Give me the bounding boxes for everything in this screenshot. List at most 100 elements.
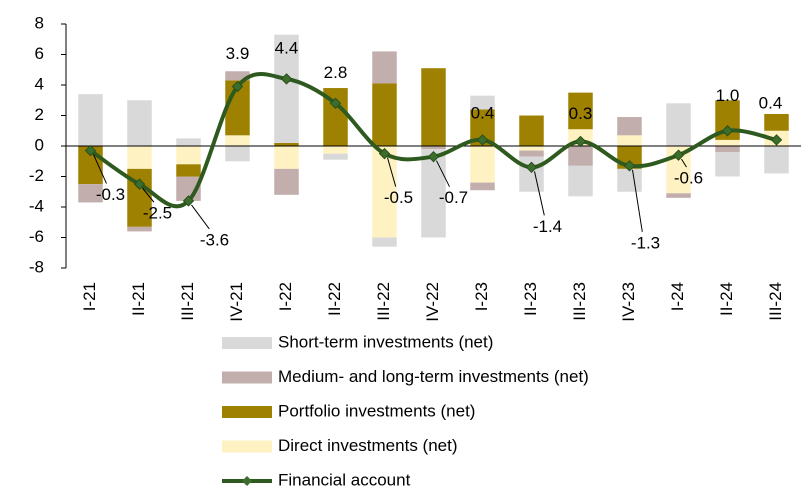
y-tick-label: 2	[35, 105, 44, 124]
legend-swatch	[222, 440, 272, 453]
legend-marker	[242, 476, 252, 486]
x-tick-label: II-23	[521, 282, 540, 316]
bar-segment	[666, 103, 691, 146]
bar-segment	[519, 115, 544, 146]
bar-segment	[470, 146, 495, 183]
data-label: -0.7	[439, 188, 468, 207]
x-tick-label: II-22	[325, 282, 344, 316]
y-tick-label: 6	[35, 44, 44, 63]
x-tick-label: III-21	[178, 282, 197, 321]
data-label: -1.4	[533, 217, 562, 236]
bar-segment	[372, 146, 397, 238]
bar-segment	[274, 146, 299, 169]
bar-segment	[568, 165, 593, 197]
marker	[672, 149, 685, 161]
y-tick-label: -2	[29, 166, 44, 185]
bar-segment	[78, 184, 103, 203]
y-tick-label: 4	[35, 74, 44, 93]
x-tick-label: III-24	[766, 282, 785, 321]
marker	[476, 134, 489, 146]
bar-segment	[225, 135, 250, 146]
bar-segment	[715, 139, 740, 146]
leader-line	[191, 204, 210, 230]
marker	[280, 73, 293, 85]
leader-line	[534, 171, 545, 216]
bar-segment	[666, 193, 691, 198]
leader-line	[387, 157, 397, 187]
bar-segment	[323, 153, 348, 160]
x-tick-label: III-23	[570, 282, 589, 321]
legend-label: Short-term investments (net)	[278, 332, 493, 351]
data-label: -0.6	[674, 169, 703, 188]
x-tick-label: II-24	[717, 282, 736, 316]
marker	[770, 134, 783, 146]
marker	[182, 195, 195, 207]
marker	[84, 144, 97, 157]
bar-segment	[372, 83, 397, 146]
leader-line	[632, 169, 643, 232]
leader-line	[93, 154, 107, 184]
bar-segment	[470, 182, 495, 191]
bar-segment	[372, 51, 397, 84]
leader-line	[681, 158, 687, 168]
bar-segment	[715, 146, 740, 153]
bar-segment	[519, 146, 544, 151]
leader-line	[436, 160, 450, 187]
line	[89, 72, 777, 209]
y-tick-label: -8	[29, 257, 44, 276]
x-tick-label: II-21	[129, 282, 148, 316]
bar-segment	[617, 168, 642, 192]
bar-segment	[421, 146, 446, 150]
x-tick-label: III-22	[374, 282, 393, 321]
bar-segment	[372, 237, 397, 247]
y-tick-label: 8	[35, 13, 44, 32]
legend-swatch	[222, 371, 272, 384]
bar-segment	[225, 146, 250, 162]
legend-label: Medium- and long-term investments (net)	[278, 367, 589, 386]
data-label: -0.3	[96, 185, 125, 204]
marker	[133, 178, 146, 190]
legend-swatch	[222, 337, 272, 349]
bar-segment	[568, 146, 593, 166]
legend-label: Portfolio investments (net)	[278, 401, 475, 420]
legend-label: Direct investments (net)	[278, 436, 458, 455]
bar-segment	[274, 34, 299, 143]
marker	[525, 161, 538, 174]
bar-segment	[470, 95, 495, 110]
bar-segment	[274, 168, 299, 195]
bar-segment	[176, 138, 201, 146]
legend-swatch	[222, 406, 272, 418]
bar-segment	[617, 117, 642, 136]
data-label: 0.4	[471, 103, 495, 122]
data-label: 0.4	[759, 93, 783, 112]
y-tick-label: -4	[29, 196, 44, 215]
x-tick-label: I-23	[472, 282, 491, 311]
marker	[574, 135, 587, 148]
x-tick-label: I-21	[80, 282, 99, 311]
y-tick-label: 0	[35, 135, 44, 154]
marker	[721, 125, 734, 137]
bar-segment	[176, 164, 201, 177]
bar-segment	[127, 146, 152, 169]
bar-segment	[764, 113, 789, 131]
bar-segment	[78, 94, 103, 146]
data-label: 3.9	[226, 44, 250, 63]
x-tick-label: IV-23	[619, 282, 638, 322]
bar-segment	[127, 226, 152, 232]
legend-label: Financial account	[278, 470, 411, 489]
leader-line	[142, 187, 155, 203]
x-tick-label: IV-22	[423, 282, 442, 322]
bar-segment	[421, 149, 446, 238]
bar-segment	[715, 152, 740, 177]
data-label: -3.6	[200, 230, 229, 249]
data-label: -2.5	[143, 204, 172, 223]
data-label: -0.5	[384, 188, 413, 207]
data-label: 4.4	[275, 38, 299, 57]
bar-segment	[274, 142, 299, 146]
data-label: 0.3	[569, 104, 593, 123]
y-tick-label: -6	[29, 227, 44, 246]
bar-segment	[225, 71, 250, 81]
bar-segment	[421, 68, 446, 146]
data-label: 2.8	[324, 63, 348, 82]
